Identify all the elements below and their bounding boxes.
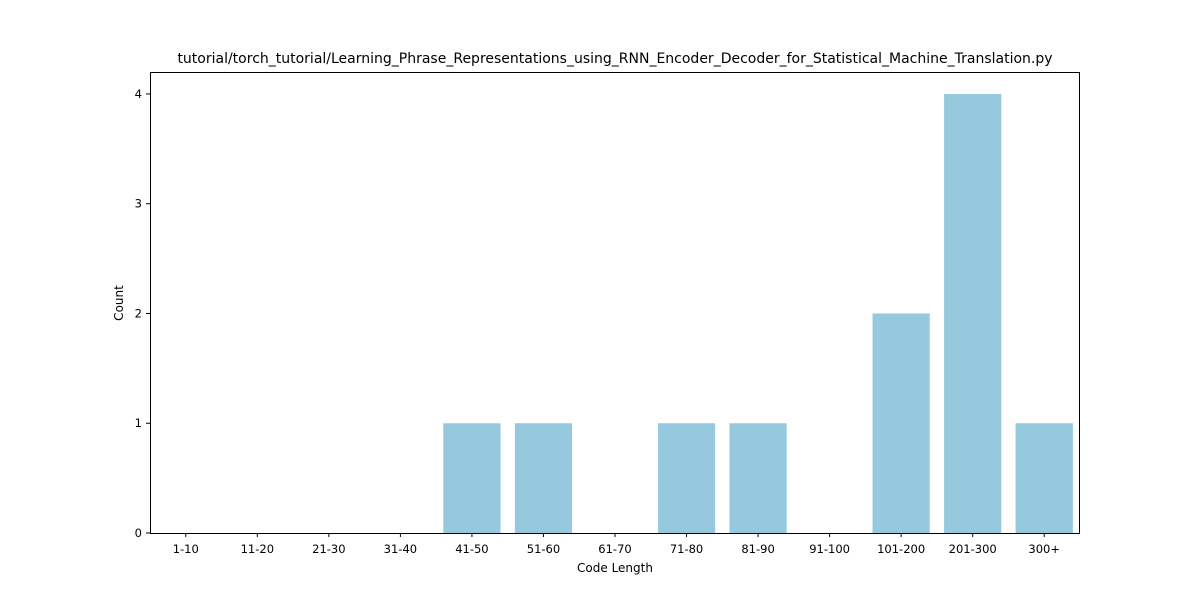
x-tick-label: 101-200 [877,542,925,556]
y-axis-label: Count [112,285,126,321]
x-tick-label: 71-80 [670,542,703,556]
x-tick-label: 201-300 [949,542,997,556]
x-tick-label: 21-30 [312,542,345,556]
bar-41-50 [443,423,501,533]
bars-group [443,93,1073,533]
bar-81-90 [729,423,787,533]
x-tick-label: 1-10 [173,542,199,556]
x-tick-label: 11-20 [241,542,274,556]
y-tick-label: 3 [135,197,142,211]
bar-71-80 [657,423,716,533]
bar-300+ [1015,423,1073,533]
y-tick-label: 2 [135,306,142,320]
y-tick-label: 0 [135,526,142,540]
x-tick-label: 81-90 [741,542,774,556]
x-tick-label: 91-100 [809,542,850,556]
x-axis-label: Code Length [577,561,653,575]
bar-201-300 [944,93,1002,533]
x-tick-label: 31-40 [384,542,417,556]
chart-title: tutorial/torch_tutorial/Learning_Phrase_… [177,51,1052,67]
x-axis-ticks: 1-10 11-20 21-30 31-40 41-50 51-60 61-70 71-80 8… [173,533,1060,556]
x-tick-label: 51-60 [527,542,560,556]
bar-51-60 [514,423,573,533]
y-tick-label: 1 [135,416,142,430]
x-tick-label: 41-50 [455,542,488,556]
plot-area-frame [150,72,1080,534]
bar-101-200 [872,313,930,533]
y-axis-ticks: 0 1 2 3 4 [135,87,150,540]
y-tick-label: 4 [135,87,142,101]
x-tick-label: 300+ [1028,542,1060,556]
x-tick-label: 61-70 [598,542,631,556]
